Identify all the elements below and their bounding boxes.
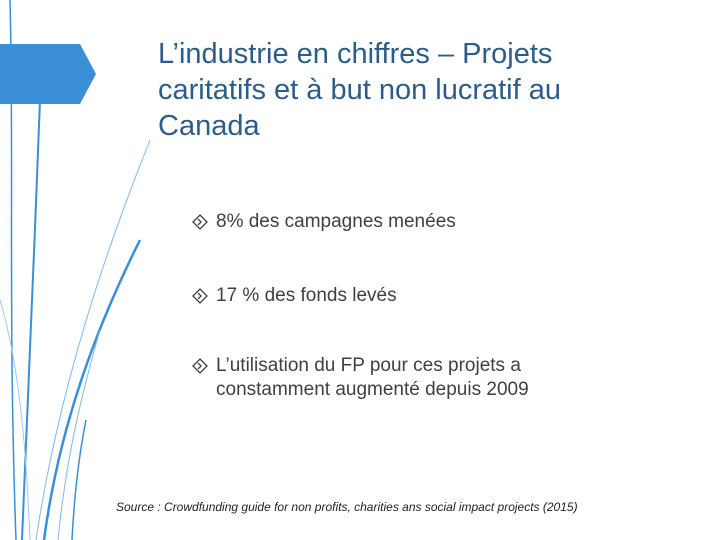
- title-line-3: Canada: [158, 110, 260, 142]
- diamond-arrow-icon: [192, 284, 216, 308]
- bullet-text-campaigns: 8% des campagnes menées: [216, 211, 456, 232]
- swoosh-line-7: [0, 299, 31, 540]
- swoosh-line-3: [35, 139, 151, 540]
- bullet-text-usage-line-1: L’utilisation du FP pour ces projets a: [216, 355, 521, 376]
- title-line-1: L’industrie en chiffres – Projets: [158, 38, 553, 70]
- diamond-arrow-icon: [192, 210, 216, 234]
- diamond-arrow-icon: [192, 354, 216, 378]
- swoosh-line-5: [57, 329, 101, 540]
- bullet-item-funds: 17 % des fonds levés: [192, 284, 662, 308]
- source-citation: Source : Crowdfunding guide for non prof…: [116, 500, 578, 514]
- swoosh-line-1: [9, 0, 17, 540]
- swoosh-line-4: [42, 239, 142, 540]
- slide-title: L’industrie en chiffres – Projets carita…: [158, 36, 688, 144]
- bullet-text-usage-line-2: constamment augmenté depuis 2009: [216, 379, 529, 400]
- bullet-item-usage: L’utilisation du FP pour ces projets a c…: [192, 354, 662, 402]
- swoosh-line-2: [21, 99, 41, 540]
- swoosh-line-6: [71, 419, 87, 540]
- bullet-text-funds: 17 % des fonds levés: [216, 285, 397, 306]
- accent-tab: [0, 44, 96, 104]
- title-line-2: caritatifs et à but non lucratif au: [158, 74, 561, 106]
- bullet-item-campaigns: 8% des campagnes menées: [192, 210, 662, 234]
